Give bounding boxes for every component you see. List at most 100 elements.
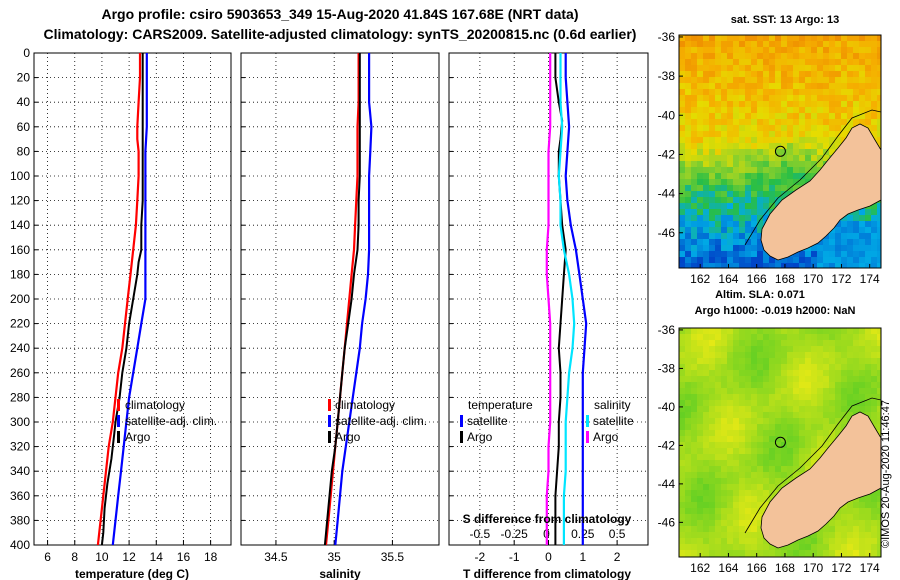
heatmap-cell (685, 191, 692, 198)
heatmap-cell (751, 412, 758, 419)
heatmap-cell (679, 466, 686, 473)
heatmap-cell (817, 412, 824, 419)
heatmap-cell (733, 59, 740, 66)
heatmap-cell (703, 203, 710, 210)
south-island-land (760, 123, 881, 261)
heatmap-cell (841, 376, 848, 383)
heatmap-cell (721, 77, 728, 84)
heatmap-cell (691, 364, 698, 371)
heatmap-cell (775, 191, 782, 198)
heatmap-cell (763, 460, 770, 467)
heatmap-cell (787, 412, 794, 419)
heatmap-cell (733, 400, 740, 407)
heatmap-cell (751, 478, 758, 485)
heatmap-cell (805, 448, 812, 455)
heatmap-cell (697, 412, 704, 419)
heatmap-cell (685, 538, 692, 545)
heatmap-cell (739, 167, 746, 174)
heatmap-cell (715, 466, 722, 473)
heatmap-cell (775, 352, 782, 359)
heatmap-cell (835, 233, 842, 240)
heatmap-cell (697, 382, 704, 389)
heatmap-cell (799, 83, 806, 90)
heatmap-cell (829, 550, 836, 557)
heatmap-cell (769, 406, 776, 413)
heatmap-cell (709, 203, 716, 210)
heatmap-cell (727, 436, 734, 443)
heatmap-cell (727, 388, 734, 395)
heatmap-cell (697, 179, 704, 186)
heatmap-cell (745, 376, 752, 383)
heatmap-cell (823, 47, 830, 54)
heatmap-cell (745, 215, 752, 222)
heatmap-cell (733, 508, 740, 515)
heatmap-cell (757, 263, 764, 268)
heatmap-cell (685, 185, 692, 192)
heatmap-cell (799, 406, 806, 413)
heatmap-cell (799, 400, 806, 407)
heatmap-cell (715, 95, 722, 102)
heatmap-cell (727, 466, 734, 473)
heatmap-cell (829, 65, 836, 72)
heatmap-cell (721, 95, 728, 102)
salinity-axis-label: salinity (319, 567, 361, 580)
heatmap-cell (751, 484, 758, 491)
heatmap-cell (829, 47, 836, 54)
heatmap-cell (727, 65, 734, 72)
heatmap-cell (793, 460, 800, 467)
heatmap-cell (739, 221, 746, 228)
heatmap-cell (745, 484, 752, 491)
heatmap-cell (727, 221, 734, 228)
heatmap-cell (763, 430, 770, 437)
heatmap-cell (745, 472, 752, 479)
heatmap-cell (703, 352, 710, 359)
heatmap-cell (685, 95, 692, 102)
heatmap-cell (817, 101, 824, 108)
heatmap-cell (709, 550, 716, 557)
heatmap-cell (781, 328, 788, 335)
heatmap-cell (871, 239, 878, 246)
heatmap-cell (739, 550, 746, 557)
heatmap-cell (715, 418, 722, 425)
heatmap-cell (739, 484, 746, 491)
heatmap-cell (817, 376, 824, 383)
heatmap-cell (793, 394, 800, 401)
heatmap-cell (751, 161, 758, 168)
legend-label-satellite: satellite-adj. clim. (125, 414, 217, 428)
heatmap-cell (763, 448, 770, 455)
heatmap-cell (769, 550, 776, 557)
heatmap-cell (793, 125, 800, 132)
x-tick-label: 35.5 (381, 550, 405, 564)
heatmap-cell (733, 538, 740, 545)
temperature-legend: climatology satellite-adj. clim. Argo (117, 398, 217, 444)
heatmap-cell (853, 65, 860, 72)
heatmap-cell (691, 514, 698, 521)
heatmap-cell (685, 155, 692, 162)
heatmap-cell (811, 352, 818, 359)
heatmap-cell (823, 101, 830, 108)
heatmap-cell (703, 251, 710, 258)
heatmap-cell (691, 388, 698, 395)
heatmap-cell (877, 35, 881, 42)
heatmap-cell (847, 400, 854, 407)
heatmap-cell (871, 334, 878, 341)
heatmap-cell (775, 460, 782, 467)
heatmap-cell (745, 364, 752, 371)
heatmap-cell (829, 382, 836, 389)
heatmap-cell (805, 89, 812, 96)
heatmap-cell (871, 257, 878, 264)
heatmap-cell (811, 376, 818, 383)
heatmap-cell (847, 125, 854, 132)
heatmap-cell (727, 496, 734, 503)
heatmap-cell (775, 89, 782, 96)
heatmap-cell (709, 436, 716, 443)
heatmap-cell (871, 490, 878, 497)
heatmap-cell (679, 41, 686, 48)
heatmap-cell (817, 47, 824, 54)
lon-tick-label: 170 (803, 272, 823, 286)
legend-label-climatology: climatology (125, 398, 185, 412)
heatmap-cell (739, 436, 746, 443)
heatmap-cell (709, 179, 716, 186)
heatmap-cell (793, 364, 800, 371)
heatmap-cell (871, 346, 878, 353)
